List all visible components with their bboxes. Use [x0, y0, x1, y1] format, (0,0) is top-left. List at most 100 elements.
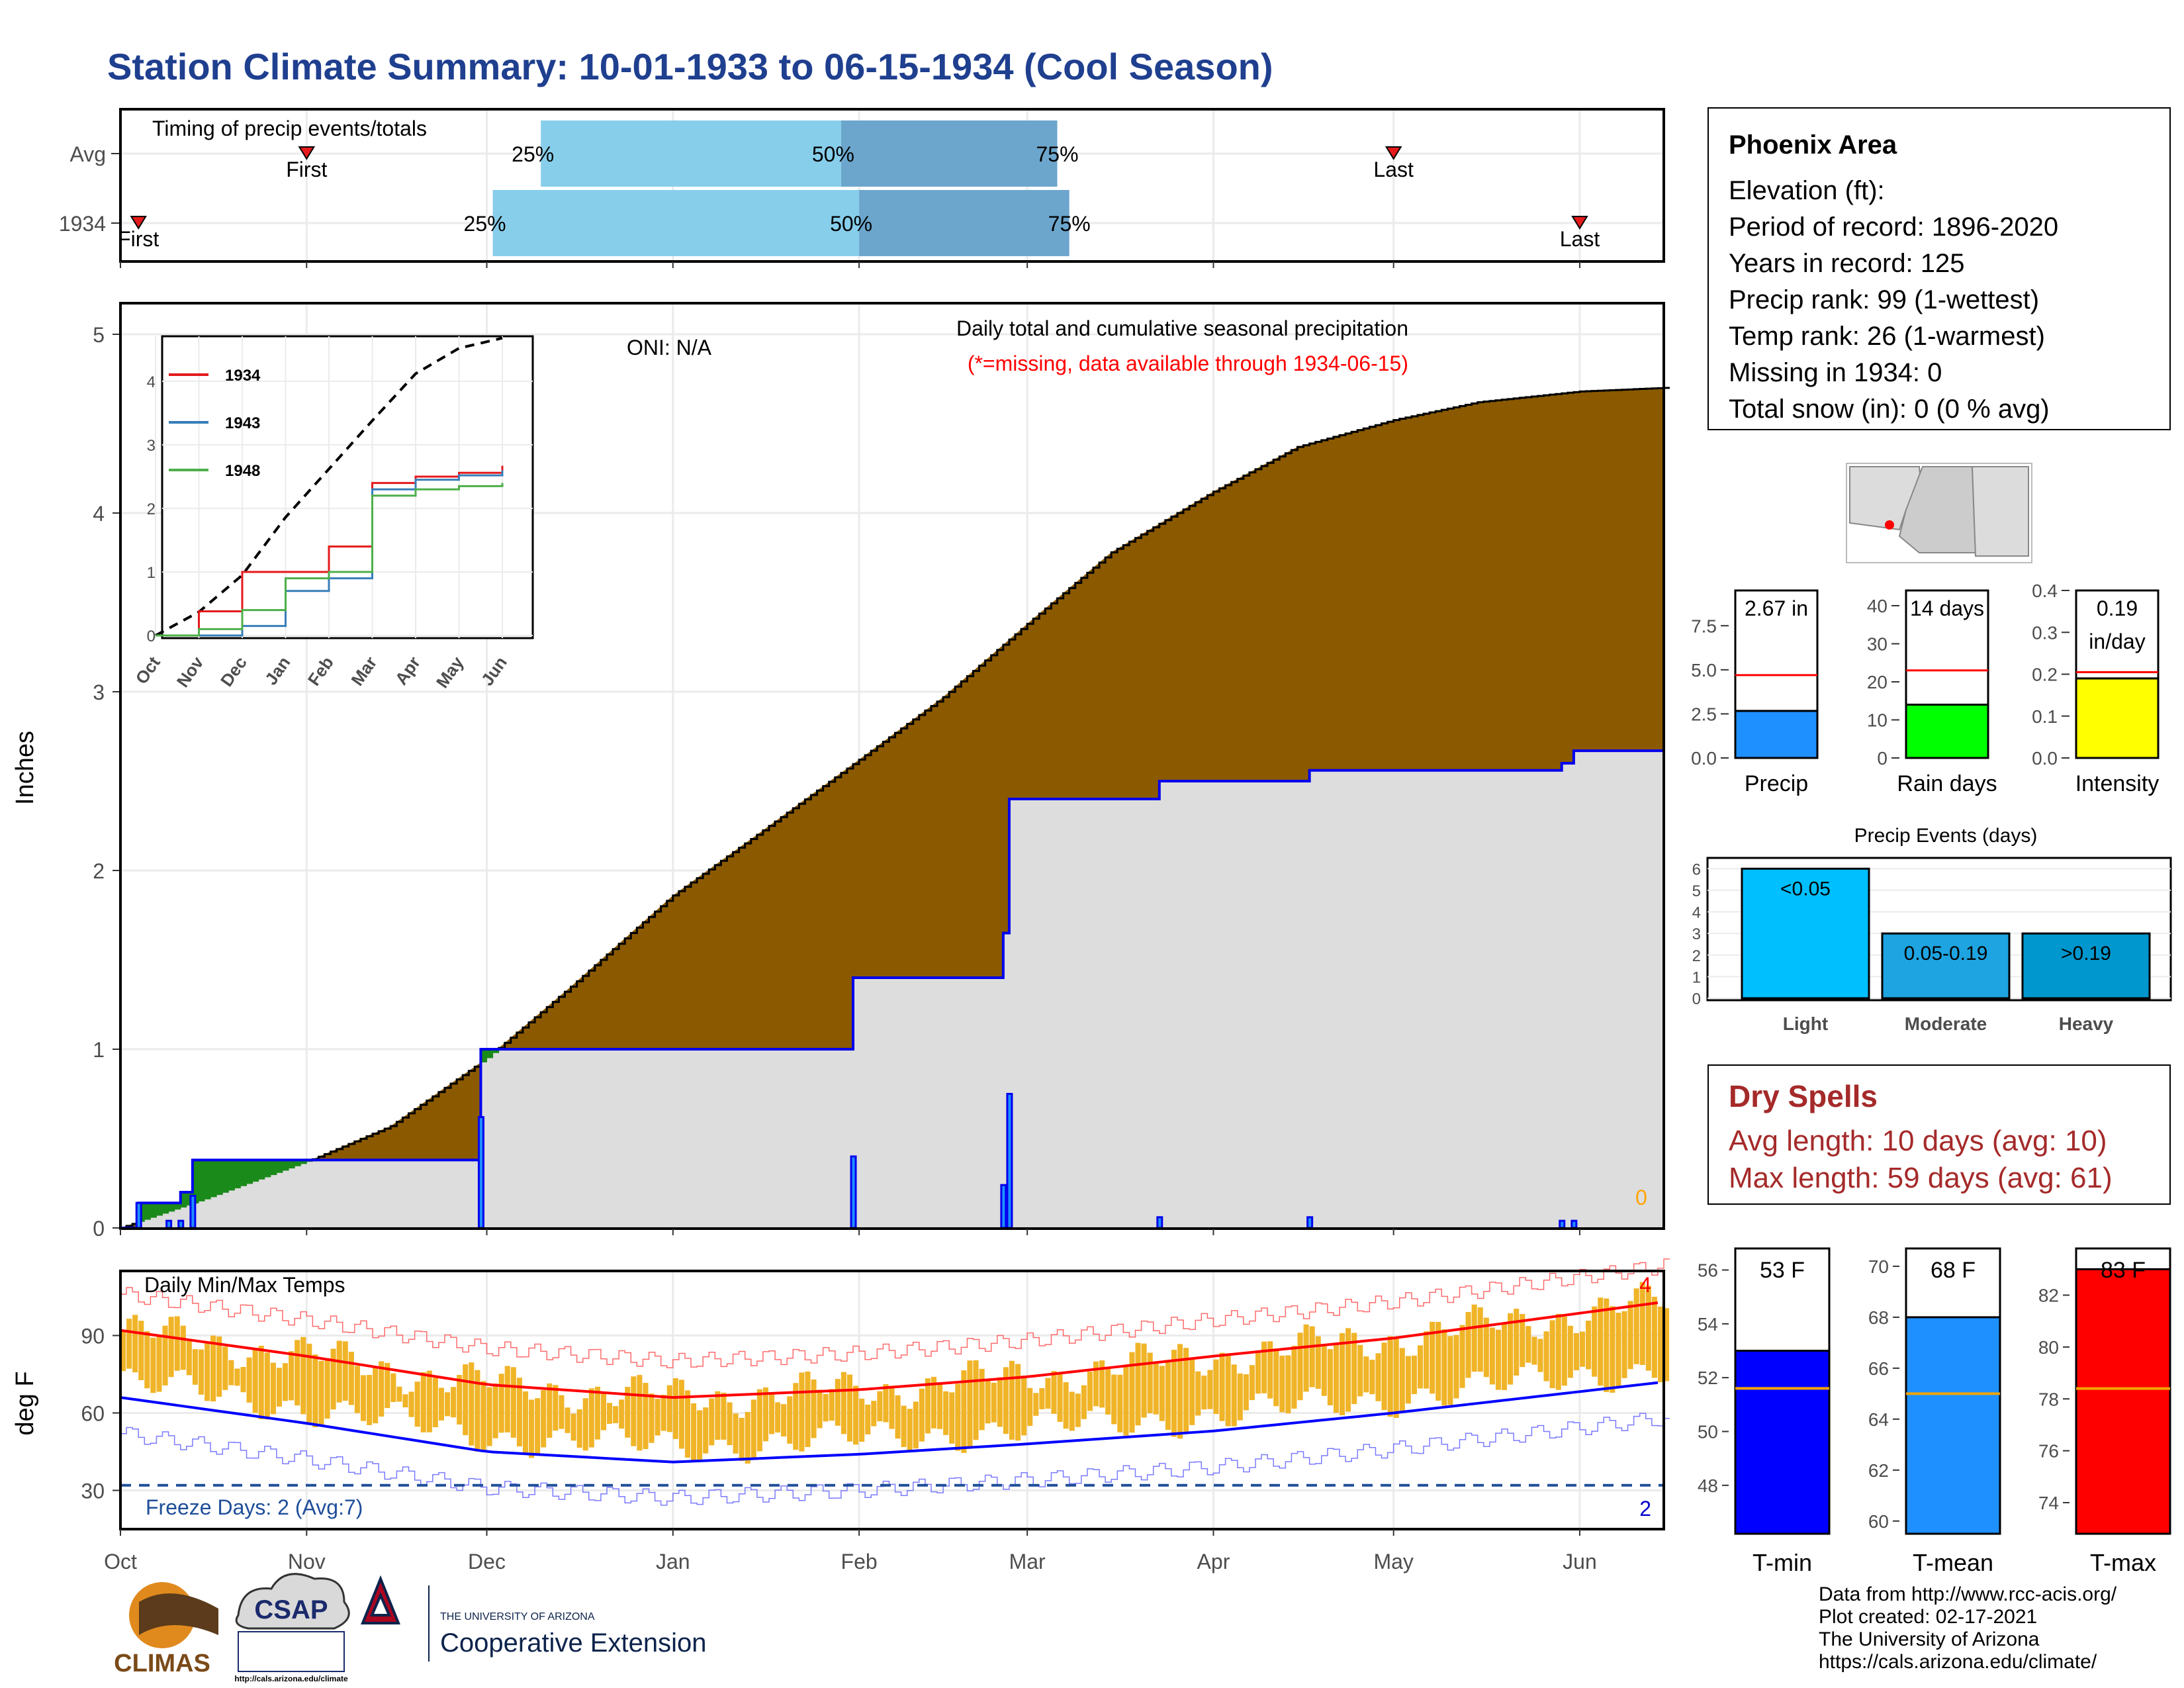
tmin-summary-tick-label: 52 [1698, 1368, 1718, 1388]
rain-days-summary-tick-label: 0 [1877, 748, 1888, 769]
first-event-label: First [286, 158, 327, 181]
temp-panel-border [119, 1270, 1665, 1530]
daily-temp-bar [859, 1398, 865, 1442]
daily-temp-bar [1201, 1376, 1207, 1410]
daily-temp-bar [402, 1394, 408, 1408]
month-axis-label: Nov [288, 1550, 326, 1573]
daily-temp-bar [1141, 1343, 1147, 1418]
daily-temp-bar [258, 1345, 264, 1419]
rain-days-summary-tick-label: 20 [1867, 672, 1888, 692]
ua-logo-big-text: Cooperative Extension [440, 1628, 706, 1658]
daily-temp-bar [1375, 1353, 1381, 1401]
locator-map-region-east [1971, 466, 2029, 557]
daily-temp-bar [414, 1382, 420, 1427]
daily-temp-bar [300, 1336, 306, 1415]
tmax-summary-tick-label: 78 [2038, 1389, 2059, 1409]
daily-temp-bar [781, 1404, 787, 1437]
daily-temp-bar [1525, 1326, 1531, 1363]
month-axis-label: Feb [841, 1550, 878, 1573]
daily-temp-bar [913, 1401, 919, 1449]
daily-temp-bar [1297, 1333, 1303, 1401]
daily-temp-bar [1471, 1304, 1477, 1372]
tmax-summary-value: 83 F [2101, 1258, 2146, 1283]
timing-bar-q1-Avg [541, 120, 841, 187]
above-avg-fill [300, 1160, 307, 1164]
timing-bar-q2-1934 [859, 190, 1069, 256]
daily-temp-bar [1243, 1374, 1249, 1411]
daily-temp-bar [1021, 1375, 1027, 1436]
avg-cumulative-outline [120, 387, 1670, 1229]
daily-temp-bar [594, 1386, 600, 1440]
daily-temp-bar [919, 1388, 925, 1442]
timing-label-p25: 25% [464, 212, 506, 236]
daily-temp-bar [1177, 1344, 1183, 1439]
csap-logo-text: CSAP [254, 1595, 328, 1624]
daily-temp-bar [973, 1360, 979, 1440]
daily-temp-bar [660, 1395, 666, 1431]
above-avg-fill [276, 1160, 283, 1173]
daily-temp-bar [1561, 1317, 1567, 1386]
precip-summary-bar-frame [1734, 589, 1819, 712]
daily-temp-bar [762, 1387, 768, 1442]
inset-y-tick-label: 4 [147, 373, 156, 391]
daily-temp-bar [174, 1316, 180, 1371]
daily-temp-bar [846, 1374, 853, 1442]
daily-temp-bar [529, 1399, 535, 1458]
daily-temp-bar [1489, 1327, 1495, 1385]
record-high-line [120, 1258, 1670, 1368]
daily-temp-bar [295, 1340, 300, 1406]
tmax-summary-tick-label: 76 [2038, 1441, 2059, 1462]
above-avg-fill [192, 1160, 199, 1203]
intensity-summary-bar-frame [2075, 589, 2160, 680]
tmin-summary-tick-label: 48 [1698, 1476, 1718, 1496]
daily-temp-bar [396, 1386, 402, 1402]
daily-temp-bar [1567, 1325, 1573, 1378]
inset-legend-label: 1943 [225, 414, 260, 432]
climas-logo-text: CLIMAS [114, 1650, 210, 1677]
temp-y-tick-label: 30 [81, 1479, 105, 1503]
above-avg-fill [174, 1203, 181, 1210]
daily-temp-bar [877, 1391, 883, 1422]
daily-temp-bar [817, 1389, 823, 1429]
daily-temp-bar [216, 1336, 222, 1397]
precip-summary-tick-label: 5.0 [1691, 660, 1717, 680]
daily-temp-bar [1303, 1324, 1309, 1392]
daily-temp-bar [547, 1383, 553, 1438]
credits-created: Plot created: 02-17-2021 [1819, 1606, 2038, 1628]
inset-line-1948 [156, 483, 504, 637]
daily-temp-bar [1003, 1367, 1009, 1434]
daily-temp-bar [132, 1315, 138, 1373]
daily-temp-bar [360, 1375, 367, 1421]
events-bar [1881, 932, 2011, 1000]
above-avg-fill [228, 1160, 235, 1191]
daily-temp-bar [1441, 1329, 1447, 1406]
daily-temp-bar [1153, 1362, 1159, 1415]
credits-url: https://cals.arizona.edu/climate/ [1819, 1651, 2097, 1673]
rain-days-summary-tick-label: 10 [1867, 710, 1888, 731]
daily-temp-bar [1645, 1286, 1651, 1371]
station-info-box: Phoenix Area Elevation (ft): Period of r… [1707, 107, 2171, 430]
rain-days-summary-tick-label: 40 [1867, 596, 1888, 616]
obs-cumulative-area [120, 751, 1664, 1228]
station-precip-rank: Precip rank: 99 (1-wettest) [1729, 285, 2040, 314]
oni-label: ONI: N/A [627, 336, 712, 359]
intensity-summary-value: 0.19 [2097, 596, 2138, 620]
daily-precip-bar [1006, 1093, 1013, 1229]
daily-temp-bar [198, 1349, 205, 1395]
above-avg-fill [162, 1203, 169, 1214]
intensity-summary-tick-label: 0.4 [2032, 581, 2058, 601]
above-avg-fill [258, 1160, 265, 1180]
daily-temp-bar [469, 1362, 475, 1446]
daily-temp-bar [1399, 1348, 1405, 1413]
timing-panel-border [119, 108, 1665, 263]
intensity-summary-tick-label: 0.2 [2032, 665, 2058, 685]
above-avg-fill [168, 1203, 175, 1212]
daily-temp-bar [1387, 1336, 1393, 1417]
above-avg-fill [198, 1160, 205, 1201]
daily-precip-bar [477, 1116, 484, 1229]
daily-temp-bar [516, 1378, 522, 1447]
daily-precip-bar [1570, 1219, 1578, 1229]
daily-precip-bar [1306, 1216, 1314, 1229]
daily-temp-bar [264, 1352, 270, 1420]
